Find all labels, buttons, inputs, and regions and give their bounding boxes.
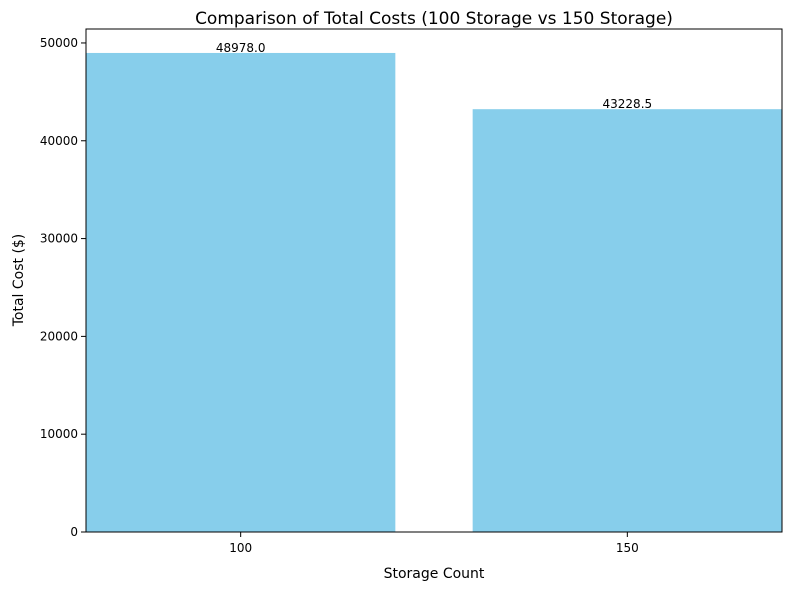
y-axis-label: Total Cost ($) [11, 234, 27, 328]
y-tick-label: 10000 [40, 427, 78, 441]
x-axis-label: Storage Count [384, 566, 485, 582]
bar-150 [472, 109, 782, 533]
y-tick-label: 0 [70, 525, 78, 539]
bar-100 [86, 52, 396, 533]
value-labels-group: 48978.0 43228.5 [216, 41, 652, 111]
x-tick-label: 100 [229, 541, 252, 555]
chart-title: Comparison of Total Costs (100 Storage v… [195, 9, 673, 29]
x-axis-ticks: 100 150 [229, 532, 639, 555]
value-label-150: 43228.5 [603, 97, 653, 111]
y-tick-label: 40000 [40, 134, 78, 148]
bars-group [86, 52, 782, 533]
y-tick-label: 30000 [40, 232, 78, 246]
y-axis-ticks: 0 10000 20000 30000 40000 50000 [40, 36, 86, 539]
plot-frame [85, 28, 783, 533]
value-label-100: 48978.0 [216, 41, 266, 55]
x-tick-label: 150 [616, 541, 639, 555]
y-tick-label: 20000 [40, 329, 78, 343]
y-tick-label: 50000 [40, 36, 78, 50]
